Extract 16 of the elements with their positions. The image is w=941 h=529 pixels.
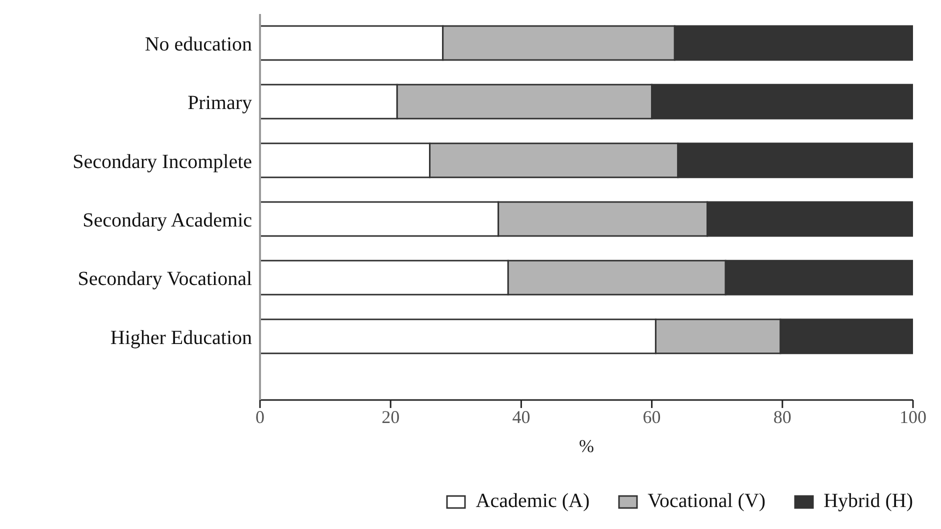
legend-label: Hybrid (H) bbox=[824, 490, 913, 513]
x-tick-label: 40 bbox=[512, 406, 530, 427]
x-tick-label: 20 bbox=[382, 406, 400, 427]
legend-label: Academic (A) bbox=[476, 490, 590, 513]
y-tick-label: Secondary Incomplete bbox=[72, 150, 252, 173]
y-tick-label: Higher Education bbox=[110, 326, 252, 349]
x-tick-label: 80 bbox=[773, 406, 792, 427]
x-axis-title: % bbox=[579, 436, 594, 456]
y-tick-label: Primary bbox=[188, 92, 252, 114]
x-tick-label: 0 bbox=[256, 406, 264, 427]
y-tick-label: Secondary Academic bbox=[82, 209, 252, 232]
x-tick-label: 60 bbox=[642, 406, 661, 427]
y-tick-label: Secondary Vocational bbox=[78, 268, 252, 290]
y-tick-label: No education bbox=[144, 33, 252, 56]
x-tick-label: 100 bbox=[900, 406, 926, 427]
legend-label: Vocational (V) bbox=[648, 490, 766, 513]
